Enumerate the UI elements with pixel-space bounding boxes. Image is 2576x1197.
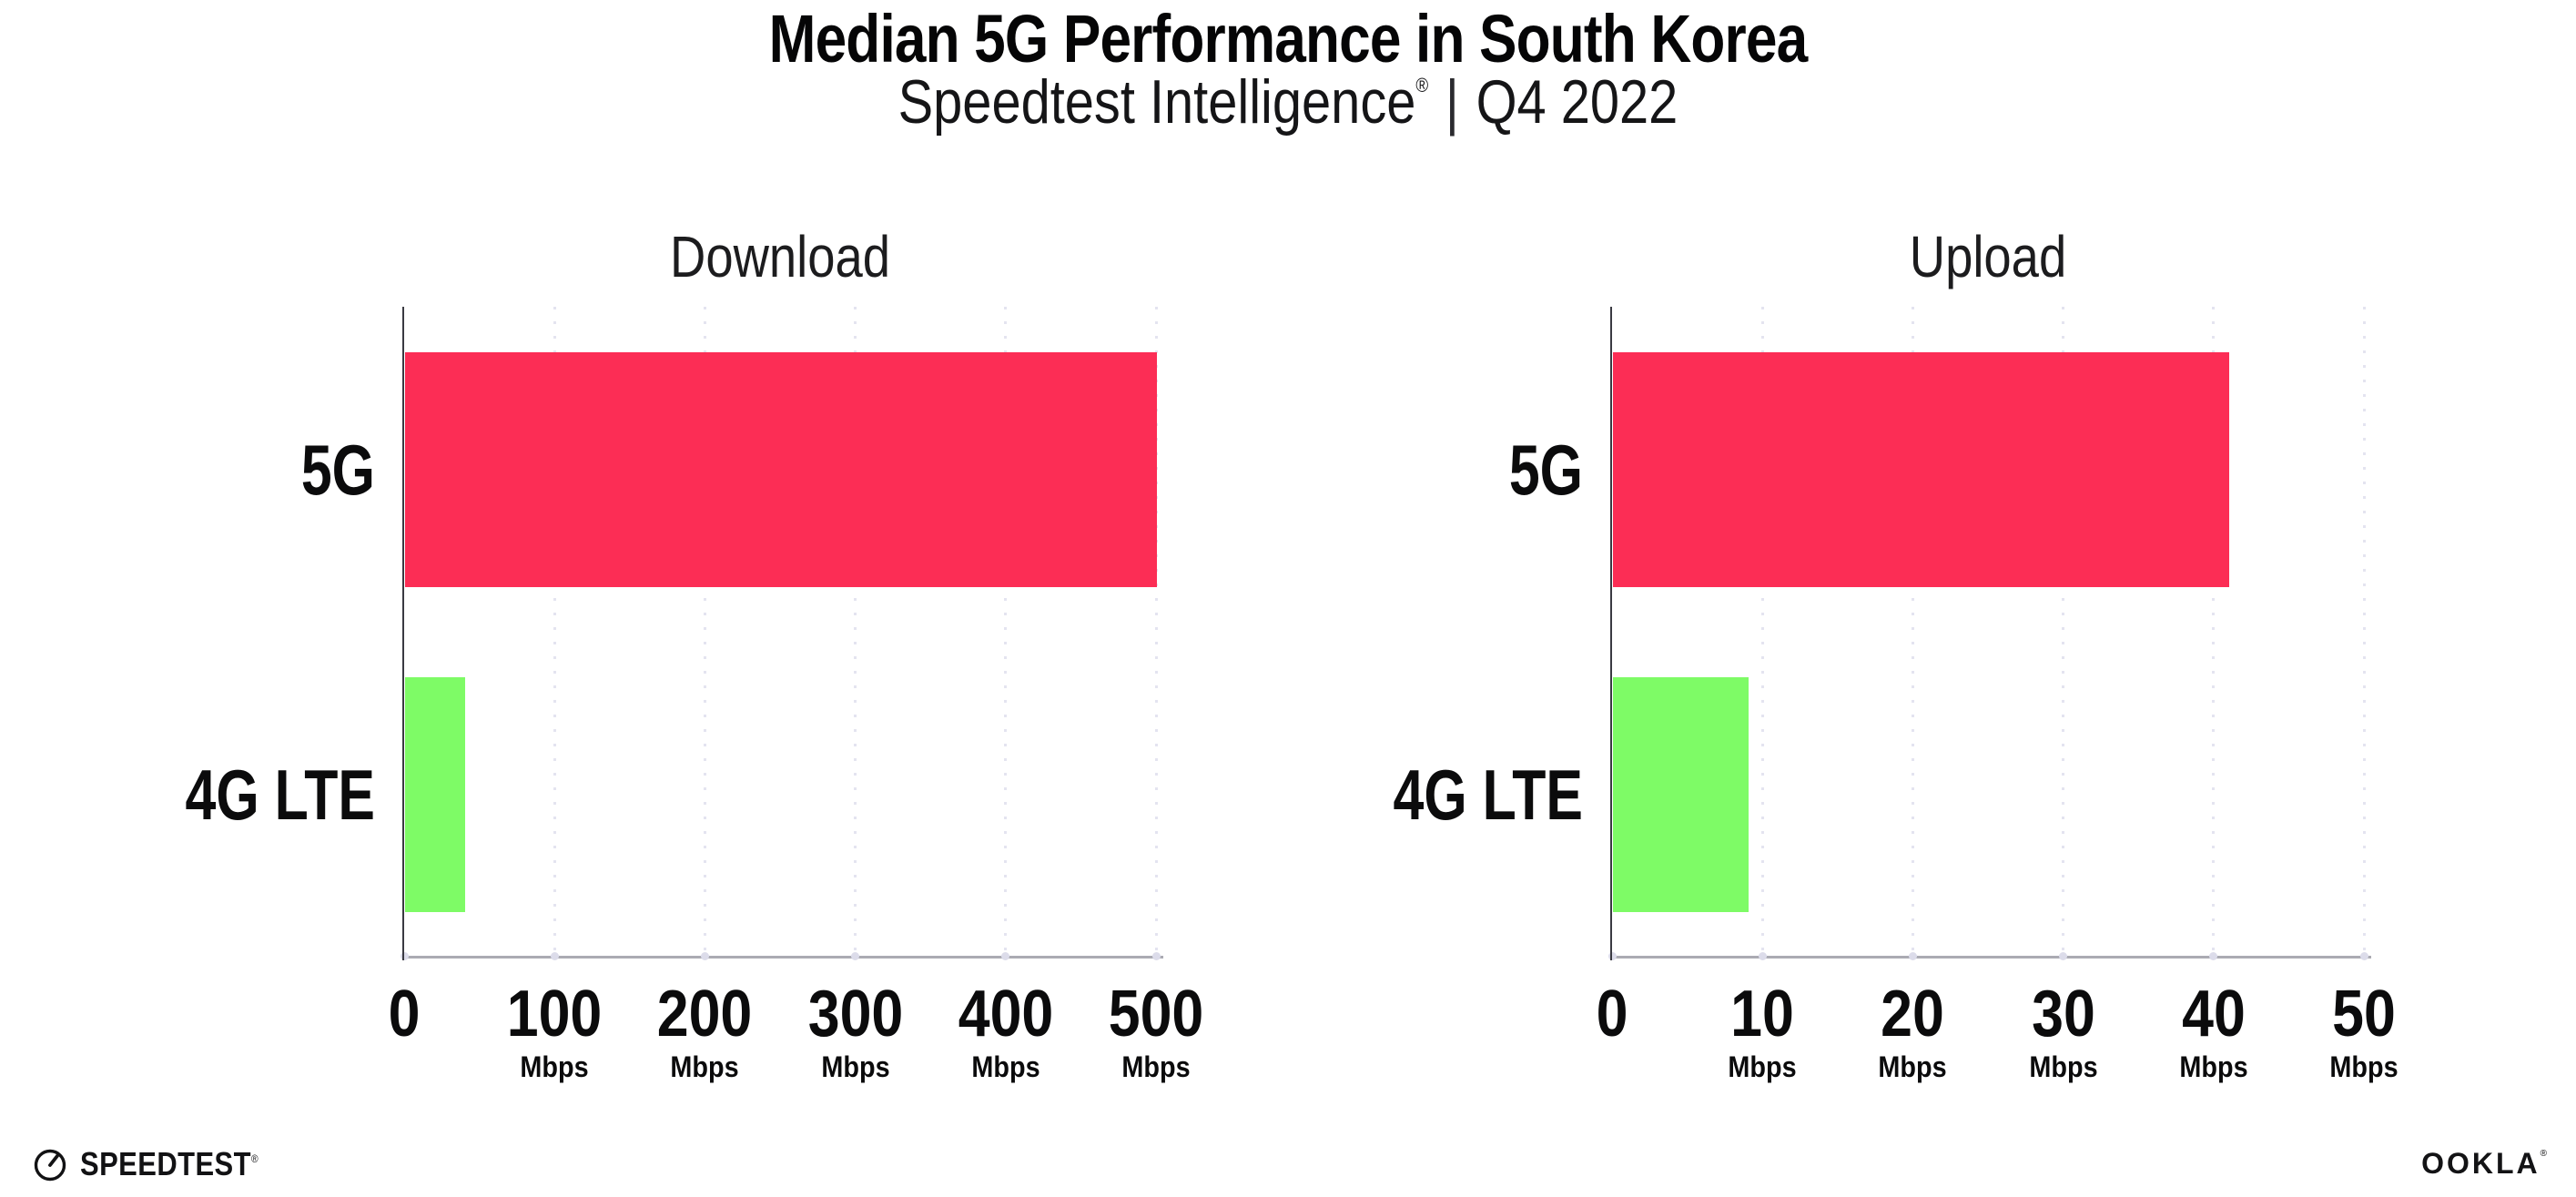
x-tick-unit: Mbps xyxy=(1878,1050,1947,1083)
gridline xyxy=(854,307,857,958)
y-axis-line xyxy=(402,307,404,960)
x-tick-unit: Mbps xyxy=(2028,1050,2098,1083)
x-tick-unit: Mbps xyxy=(971,1050,1040,1083)
category-label: 4G LTE xyxy=(185,755,375,836)
gridline xyxy=(703,307,706,958)
x-tick-unit: Mbps xyxy=(820,1050,890,1083)
subtitle-separator: | xyxy=(1445,67,1459,137)
x-axis-line xyxy=(1612,956,2371,959)
speedtest-logo: SPEEDTEST® xyxy=(31,1145,288,1183)
x-tick-unit: Mbps xyxy=(670,1050,739,1083)
axis-tick-dot xyxy=(2209,952,2218,960)
x-tick-unit: Mbps xyxy=(1728,1050,1797,1083)
y-axis-line xyxy=(1610,307,1612,960)
x-tick-label: 0 xyxy=(1596,978,1628,1050)
axis-tick-dot xyxy=(2359,952,2368,960)
axis-tick-dot xyxy=(1151,952,1161,960)
x-tick-label: 100 xyxy=(506,978,603,1050)
x-axis-line xyxy=(404,956,1163,959)
speedtest-gauge-icon xyxy=(34,1149,66,1182)
category-label: 5G xyxy=(1508,429,1583,510)
x-tick-label: 50 xyxy=(2332,978,2396,1050)
subtitle-period: Q4 2022 xyxy=(1476,67,1678,137)
x-tick-label: 400 xyxy=(958,978,1054,1050)
bar-5g xyxy=(405,351,1157,587)
gridline xyxy=(1760,307,1764,958)
x-tick-label: 40 xyxy=(2181,978,2246,1050)
speedtest-wordmark: SPEEDTEST® xyxy=(80,1145,259,1183)
x-tick-label: 0 xyxy=(388,978,421,1050)
chart-title: Download xyxy=(670,224,890,289)
chart-title: Upload xyxy=(1909,224,2067,289)
gridline xyxy=(2062,307,2065,958)
subtitle-row: Speedtest Intelligence® | Q4 2022 xyxy=(0,69,2576,152)
header: Median 5G Performance in South Korea xyxy=(0,5,2576,92)
speedtest-text: SPEEDTEST xyxy=(80,1145,251,1182)
axis-tick-dot xyxy=(1607,952,1617,960)
axis-tick-dot xyxy=(1908,952,1917,960)
x-tick-unit: Mbps xyxy=(2329,1050,2399,1083)
axis-tick-dot xyxy=(1001,952,1010,960)
axis-tick-dot xyxy=(700,952,709,960)
axis-tick-dot xyxy=(851,952,860,960)
gridline xyxy=(1004,307,1008,958)
axis-tick-dot xyxy=(400,952,409,960)
ookla-logo: OOKLA ® xyxy=(2421,1147,2547,1181)
gridline xyxy=(2212,307,2216,958)
axis-tick-dot xyxy=(2059,952,2068,960)
axis-tick-dot xyxy=(550,952,559,960)
gridline xyxy=(1154,307,1158,958)
ookla-registered-icon: ® xyxy=(2540,1149,2547,1159)
x-tick-label: 30 xyxy=(2031,978,2095,1050)
axis-tick-dot xyxy=(1758,952,1767,960)
x-tick-label: 10 xyxy=(1730,978,1795,1050)
gridline xyxy=(553,307,556,958)
x-tick-label: 20 xyxy=(1881,978,1945,1050)
x-tick-label: 200 xyxy=(657,978,753,1050)
x-tick-unit: Mbps xyxy=(2179,1050,2248,1083)
category-label: 4G LTE xyxy=(1393,755,1583,836)
category-label: 5G xyxy=(300,429,375,510)
page-title: Median 5G Performance in South Korea xyxy=(768,1,1809,76)
bar-5g xyxy=(1613,351,2230,587)
x-tick-label: 300 xyxy=(807,978,903,1050)
bar-4g-lte xyxy=(405,677,466,913)
gridline xyxy=(1911,307,1914,958)
bar-4g-lte xyxy=(1613,677,1749,913)
x-tick-unit: Mbps xyxy=(1121,1050,1191,1083)
subtitle-brand: Speedtest Intelligence xyxy=(898,67,1416,137)
x-tick-label: 500 xyxy=(1108,978,1204,1050)
speedtest-registered-icon: ® xyxy=(250,1152,259,1165)
page-subtitle: Speedtest Intelligence® | Q4 2022 xyxy=(898,69,1678,149)
registered-mark-icon: ® xyxy=(1415,74,1429,96)
x-tick-unit: Mbps xyxy=(520,1050,589,1083)
ookla-wordmark: OOKLA xyxy=(2421,1147,2541,1180)
gridline xyxy=(2362,307,2366,958)
